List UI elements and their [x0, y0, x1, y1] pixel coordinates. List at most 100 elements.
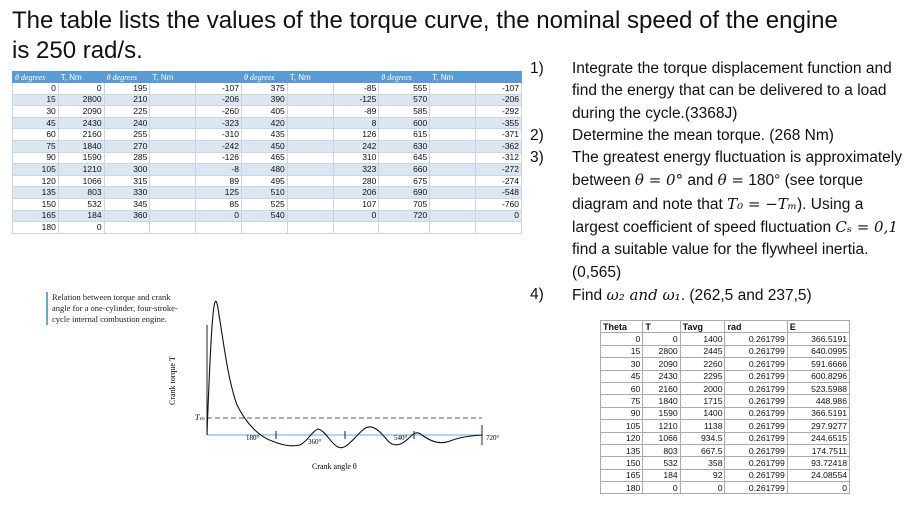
table-cell: 358	[679, 456, 726, 470]
table-cell: 2160	[642, 381, 681, 396]
x-axis-label: Crank angle θ	[312, 462, 357, 471]
table-cell: 570	[378, 93, 431, 107]
table-cell: 448.986	[786, 394, 851, 408]
torque-table-header-cell: θ degrees	[240, 71, 288, 83]
table-row: 60 2160 2000 0.261799 523.5988	[599, 381, 851, 396]
table-cell: 60	[599, 381, 644, 396]
table-cell: -242	[195, 139, 242, 153]
table-row: 150 532 345 85 525 107 705 -760	[12, 197, 522, 211]
table-cell: 2000	[679, 381, 726, 396]
table-cell: 0	[679, 481, 726, 495]
table-cell: -107	[475, 82, 522, 95]
table-row: 60 2160 255 -310 435 126 615 -371	[12, 128, 522, 141]
table-cell: 345	[103, 197, 151, 211]
table-cell	[149, 105, 197, 118]
table-cell: 366.5191	[786, 406, 851, 421]
table-cell: 2260	[679, 357, 726, 371]
table-cell: -292	[475, 105, 522, 118]
mean-torque-label: Tₘ	[195, 413, 204, 422]
table-cell: 435	[240, 128, 288, 141]
table-cell: 315	[103, 174, 151, 188]
table-cell: 0	[642, 481, 681, 495]
table-cell: 0.261799	[724, 357, 788, 371]
table-row: 90 1590 285 -126 465 310 645 -312	[12, 151, 522, 165]
torque-table-header-cell: θ degrees	[103, 71, 151, 83]
table-cell: 1066	[57, 174, 105, 188]
table-cell	[286, 186, 334, 199]
table-cell: 1138	[679, 419, 726, 433]
table-cell: 244.6515	[786, 431, 851, 445]
table-cell: 0.261799	[724, 456, 788, 470]
table-cell: 0.261799	[724, 369, 788, 383]
table-cell: 705	[378, 197, 431, 211]
table-cell: 0.261799	[724, 381, 788, 396]
table-cell: 165	[12, 209, 59, 223]
table-row: 15 2800 2445 0.261799 640.0995	[599, 344, 851, 359]
table-cell: 1210	[642, 419, 681, 433]
table-cell	[240, 221, 288, 234]
energy-table-header-cell: Theta	[599, 319, 644, 334]
table-cell: -107	[195, 82, 242, 95]
table-cell: 280	[332, 174, 380, 188]
table-cell	[286, 116, 334, 130]
table-cell: -272	[475, 163, 522, 176]
table-cell	[429, 116, 477, 130]
table-cell: 2160	[57, 128, 105, 141]
table-cell: 366.5191	[786, 332, 851, 346]
table-cell: 184	[642, 468, 681, 483]
table-cell: 934.5	[679, 431, 726, 445]
tick-label-360: 360°	[308, 438, 322, 446]
question-2: 2) Determine the mean torque. (268 Nm)	[530, 125, 902, 147]
table-row: 15 2800 210 -206 390 -125 570 -206	[12, 93, 522, 107]
torque-table-header-cell: θ degrees	[12, 71, 59, 83]
table-cell: -760	[475, 197, 522, 211]
table-cell: 510	[240, 186, 288, 199]
table-cell: 1400	[679, 332, 726, 346]
tick-label-540: 540°	[394, 434, 408, 442]
table-row: 180 0 0 0.261799 0	[599, 481, 851, 495]
table-cell: 45	[12, 116, 59, 130]
table-cell: 495	[240, 174, 288, 188]
table-cell	[429, 186, 477, 199]
table-cell	[286, 163, 334, 176]
table-cell: 0.261799	[724, 344, 788, 359]
y-axis-label: Crank torque T	[168, 356, 177, 405]
table-cell: 1590	[57, 151, 105, 165]
table-cell	[429, 197, 477, 211]
table-cell	[429, 209, 477, 223]
table-cell	[149, 174, 197, 188]
table-cell: 405	[240, 105, 288, 118]
table-row: 30 2090 2260 0.261799 591.6666	[599, 357, 851, 371]
table-cell: 420	[240, 116, 288, 130]
table-cell: -355	[475, 116, 522, 130]
table-cell	[286, 128, 334, 141]
table-cell: 75	[599, 394, 644, 408]
table-cell: 532	[57, 197, 105, 211]
table-cell	[429, 151, 477, 165]
table-cell: 600.8296	[786, 369, 851, 383]
table-row: 120 1066 934.5 0.261799 244.6515	[599, 431, 851, 445]
table-cell: 30	[599, 357, 644, 371]
question-text: Determine the mean torque. (268 Nm)	[572, 126, 834, 144]
page-heading: The table lists the values of the torque…	[12, 7, 838, 64]
table-cell	[286, 197, 334, 211]
table-cell: 0.261799	[724, 443, 788, 458]
table-cell	[286, 105, 334, 118]
table-cell: -310	[195, 128, 242, 141]
table-cell: 465	[240, 151, 288, 165]
table-cell: 600	[378, 116, 431, 130]
table-cell	[429, 221, 477, 234]
table-cell: 0	[599, 332, 644, 346]
question-1: 1) Integrate the torque displacement fun…	[530, 58, 902, 125]
table-cell: 30	[12, 105, 59, 118]
table-cell: 89	[195, 174, 242, 188]
table-cell: 375	[240, 82, 288, 95]
table-cell: 75	[12, 139, 59, 153]
question-number: 3)	[530, 149, 544, 167]
table-row: 165 184 92 0.261799 24.08554	[599, 468, 851, 483]
table-cell	[286, 209, 334, 223]
question-number: 2)	[530, 126, 544, 144]
table-cell: 135	[12, 186, 59, 199]
table-cell: 323	[332, 163, 380, 176]
table-cell: 210	[103, 93, 151, 107]
